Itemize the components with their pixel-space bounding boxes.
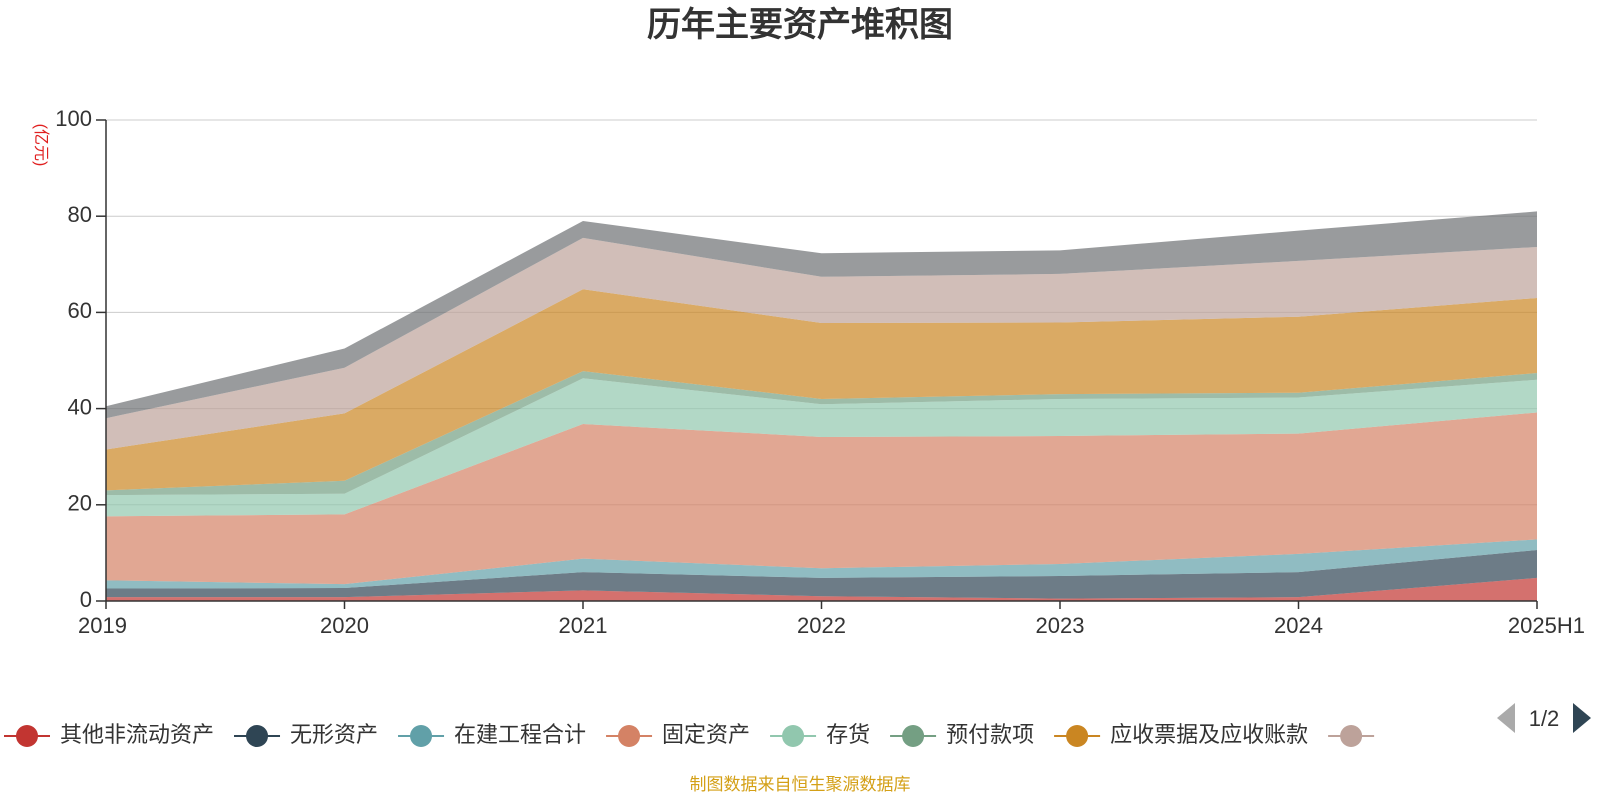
area-series [106, 211, 1537, 601]
legend-marker-6 [1066, 725, 1089, 747]
legend-label-0: 其他非流动资产 [60, 722, 214, 747]
y-tick-label-1: 20 [68, 491, 92, 516]
legend-item-7[interactable] [1328, 725, 1375, 747]
data-source-note: 制图数据来自恒生聚源数据库 [690, 775, 911, 794]
legend-item-0[interactable]: 其他非流动资产 [4, 722, 214, 747]
legend-marker-2 [410, 725, 433, 747]
legend-item-2[interactable]: 在建工程合计 [398, 722, 586, 747]
legend-label-3: 固定资产 [662, 722, 750, 747]
legend-marker-0 [16, 725, 38, 747]
x-tick-label-6: 2025H1 [1508, 613, 1585, 638]
legend-item-6[interactable]: 应收票据及应收账款 [1054, 722, 1308, 747]
area-series-2 [106, 539, 1537, 589]
area-series-7 [106, 237, 1537, 450]
legend-item-1[interactable]: 无形资产 [234, 722, 378, 747]
legend-next-arrow-icon[interactable] [1573, 703, 1591, 733]
y-tick-label-3: 60 [68, 298, 92, 323]
chart-title: 历年主要资产堆积图 [647, 6, 953, 44]
legend-marker-7 [1340, 725, 1363, 747]
legend-item-4[interactable]: 存货 [770, 722, 870, 747]
legend-page-indicator: 1/2 [1529, 706, 1560, 731]
x-tick-label-0: 2019 [78, 613, 127, 638]
y-tick-label-5: 100 [55, 106, 92, 131]
area-series-8 [106, 211, 1537, 419]
area-series-6 [106, 289, 1537, 491]
legend-label-5: 预付款项 [946, 722, 1034, 747]
legend-pager: 1/2 [1497, 703, 1591, 733]
y-tick-label-0: 0 [80, 587, 92, 612]
area-series-4 [106, 378, 1537, 517]
area-series-1 [106, 550, 1537, 599]
legend-marker-4 [782, 725, 805, 747]
legend-label-4: 存货 [826, 722, 870, 747]
y-tick-label-4: 80 [68, 202, 92, 227]
area-series-3 [106, 412, 1537, 585]
area-series-0 [106, 577, 1537, 601]
legend-label-1: 无形资产 [290, 722, 378, 747]
legend-label-2: 在建工程合计 [454, 722, 586, 747]
x-tick-label-2: 2021 [559, 613, 608, 638]
y-axis-unit: (亿元) [32, 124, 50, 167]
axes: 0 20 40 60 80 100 2019 2020 2021 2022 2023 2024 2025… [55, 106, 1585, 638]
y-tick-label-2: 40 [68, 394, 92, 419]
x-tick-label-5: 2024 [1274, 613, 1323, 638]
legend-prev-arrow-icon[interactable] [1497, 703, 1515, 733]
x-tick-label-1: 2020 [320, 613, 369, 638]
x-tick-label-4: 2023 [1036, 613, 1085, 638]
legend-item-3[interactable]: 固定资产 [606, 722, 750, 747]
legend-marker-5 [902, 725, 925, 747]
legend-marker-3 [618, 725, 641, 747]
legend: 其他非流动资产 无形资产 在建工程合计 固定资产 存货 预付款项 应收票据及应收账款 [4, 722, 1375, 747]
legend-label-6: 应收票据及应收账款 [1110, 722, 1308, 747]
legend-item-5[interactable]: 预付款项 [890, 722, 1034, 747]
x-tick-label-3: 2022 [797, 613, 846, 638]
legend-marker-1 [246, 725, 269, 747]
